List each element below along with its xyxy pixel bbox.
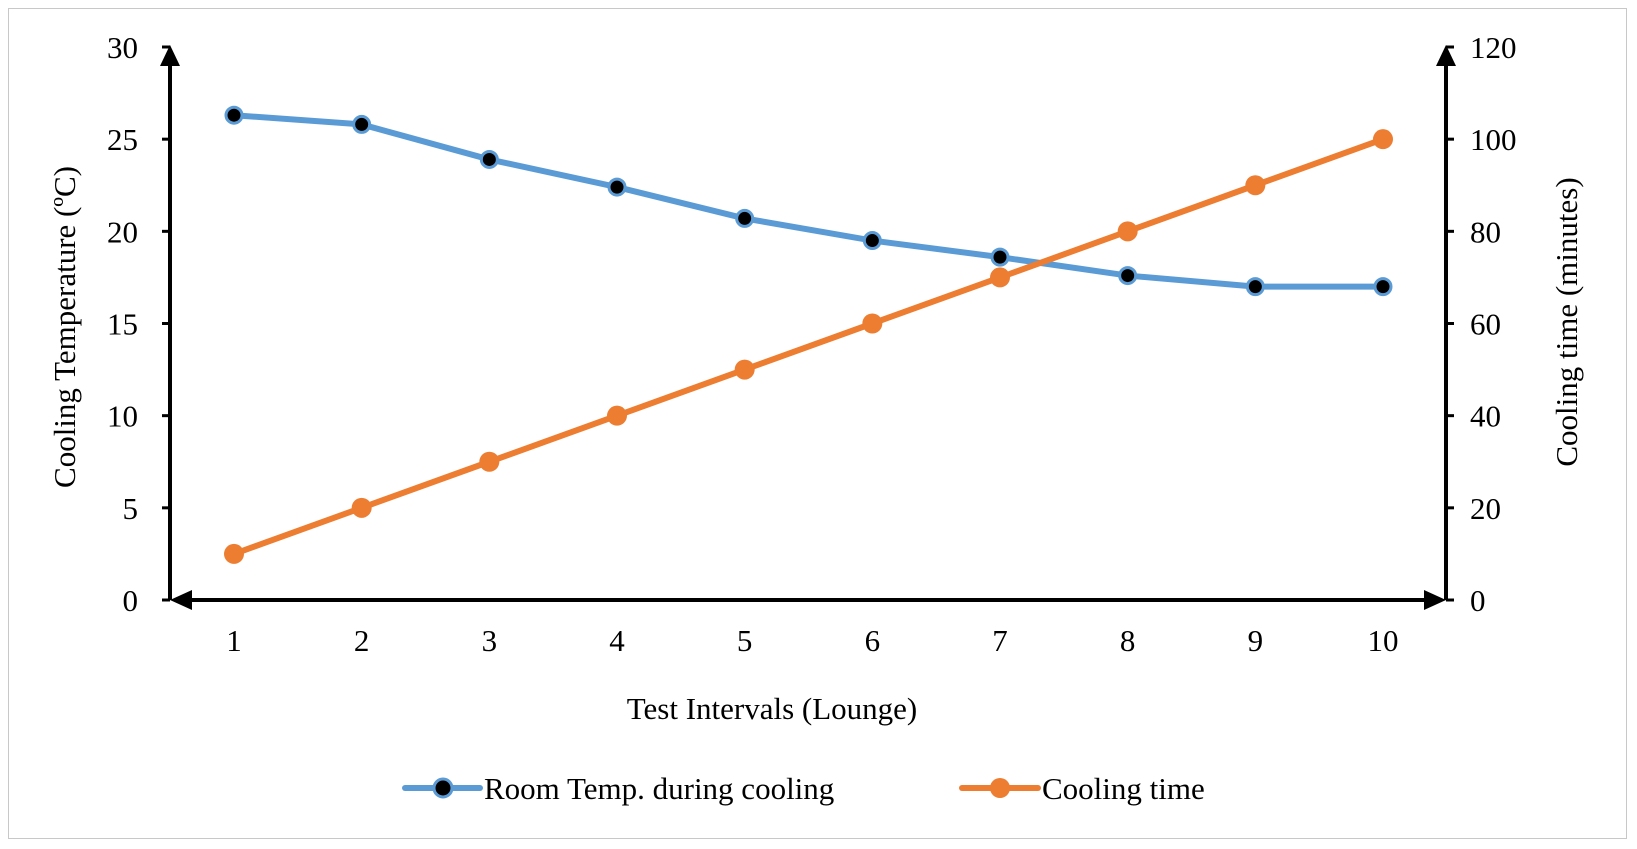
y-right-tick-label: 20 [1470, 491, 1501, 526]
legend-swatch-marker [990, 778, 1010, 798]
data-point[interactable] [607, 405, 627, 426]
data-point[interactable] [351, 497, 372, 518]
data-point[interactable] [1245, 175, 1266, 196]
y-axis-right-ticks: 0 20 40 60 80 100 120 [1446, 30, 1517, 618]
x-tick-label: 1 [226, 623, 242, 658]
data-point[interactable] [479, 149, 499, 169]
x-tick-label: 2 [354, 623, 370, 658]
data-point[interactable] [1118, 266, 1138, 286]
series-line [231, 136, 1386, 557]
y-right-tick-label: 80 [1470, 214, 1501, 249]
data-point[interactable] [224, 105, 244, 125]
legend-item-cooling-time[interactable]: Cooling time [959, 771, 1205, 806]
data-point[interactable] [990, 267, 1010, 288]
y-right-tick-label: 40 [1470, 399, 1501, 434]
y-right-tick-label: 120 [1470, 30, 1517, 65]
x-tick-label: 3 [482, 623, 498, 658]
x-tick-label: 5 [737, 623, 753, 658]
x-axis-left-arrow [170, 590, 192, 610]
y-left-tick-label: 25 [107, 122, 138, 157]
data-point[interactable] [862, 231, 882, 251]
x-axis-ticks: 1 2 3 4 5 6 7 8 9 10 [226, 623, 1398, 658]
y-axis-left-ticks: 0 5 10 15 20 25 30 [107, 30, 170, 618]
y-right-tick-label: 0 [1470, 583, 1486, 618]
x-tick-label: 6 [865, 623, 881, 658]
series-layer [224, 105, 1393, 564]
data-point[interactable] [1373, 277, 1393, 297]
axes [160, 45, 1456, 610]
y-left-tick-label: 0 [123, 583, 139, 618]
y-axis-left-title: Cooling Temperature (ºC) [47, 166, 82, 488]
legend: Room Temp. during cooling Cooling time [402, 771, 1205, 806]
x-tick-label: 9 [1248, 623, 1264, 658]
y-right-tick-label: 60 [1470, 307, 1501, 342]
y-left-tick-label: 5 [123, 491, 139, 526]
x-tick-label: 8 [1120, 623, 1136, 658]
series-room-temp [224, 105, 1393, 297]
data-point[interactable] [990, 247, 1010, 267]
x-tick-label: 10 [1368, 623, 1399, 658]
y-left-tick-label: 20 [107, 214, 138, 249]
legend-swatch-marker [432, 777, 454, 799]
data-point[interactable] [352, 114, 372, 134]
y-left-tick-label: 30 [107, 30, 138, 65]
series-cooling-time [224, 129, 1393, 564]
x-tick-label: 4 [609, 623, 625, 658]
x-axis-right-arrow [1424, 590, 1446, 610]
x-tick-label: 7 [992, 623, 1008, 658]
data-point[interactable] [1117, 221, 1138, 242]
data-point[interactable] [224, 543, 244, 564]
data-point[interactable] [735, 208, 755, 228]
data-point[interactable] [734, 359, 755, 380]
legend-label-cooling-time: Cooling time [1042, 771, 1205, 806]
y-left-tick-label: 10 [107, 399, 138, 434]
series-line [231, 112, 1386, 290]
legend-item-room-temp[interactable]: Room Temp. during cooling [402, 771, 834, 806]
y-right-tick-label: 100 [1470, 122, 1517, 157]
data-point[interactable] [1373, 129, 1393, 150]
legend-label-room-temp: Room Temp. during cooling [484, 771, 834, 806]
y-axis-left-arrow [160, 45, 180, 66]
data-point[interactable] [1245, 277, 1265, 297]
data-point[interactable] [607, 177, 627, 197]
y-axis-right-arrow [1436, 45, 1456, 66]
x-axis-title: Test Intervals (Lounge) [627, 691, 918, 726]
data-point[interactable] [862, 313, 883, 334]
y-left-tick-label: 15 [107, 307, 138, 342]
y-axis-right-title: Cooling time (minutes) [1549, 177, 1584, 466]
data-point[interactable] [479, 451, 500, 472]
